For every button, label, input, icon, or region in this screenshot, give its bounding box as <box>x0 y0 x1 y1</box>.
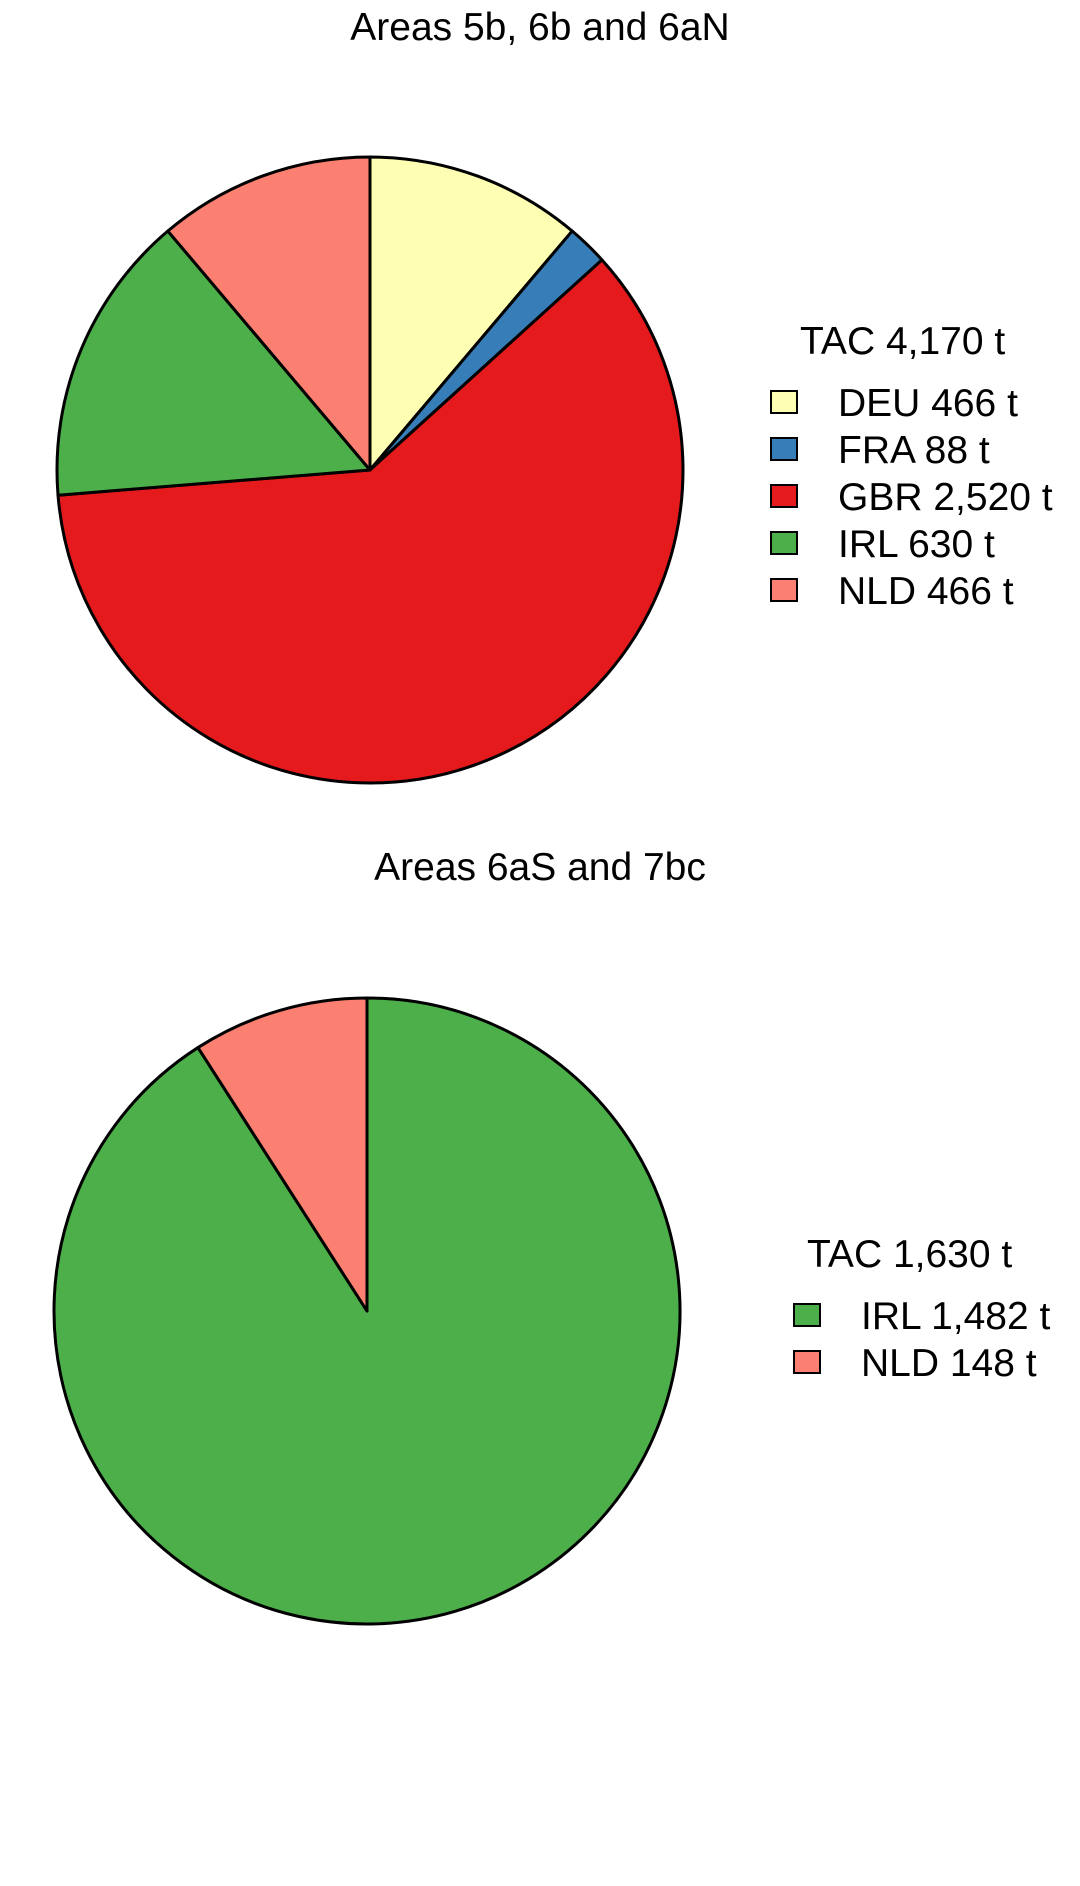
legend-label: IRL 630 t <box>838 523 995 566</box>
legend-label: NLD 466 t <box>838 570 1014 613</box>
pie-slice-gbr <box>56 258 685 785</box>
legend-swatch <box>770 390 798 414</box>
pie-slice-deu <box>368 155 574 472</box>
legend-label: FRA 88 t <box>838 429 990 472</box>
legend-label: GBR 2,520 t <box>838 476 1053 519</box>
legend-swatch <box>770 531 798 555</box>
legend-swatch <box>770 437 798 461</box>
pie-2 <box>52 996 682 1626</box>
pie-1 <box>55 155 685 785</box>
pie-slice-nld <box>166 155 372 472</box>
legend-label: NLD 148 t <box>861 1342 1037 1385</box>
pie-slice-irl <box>55 229 372 497</box>
legend-swatch <box>770 484 798 508</box>
chart-title-1: Areas 5b, 6b and 6aN <box>350 6 730 49</box>
legend-swatch <box>793 1303 821 1327</box>
pie-slice-nld <box>196 996 369 1313</box>
legend-swatch <box>793 1350 821 1374</box>
legend-swatch <box>770 578 798 602</box>
legend-label: IRL 1,482 t <box>861 1295 1051 1338</box>
legend-title: TAC 1,630 t <box>807 1233 1013 1276</box>
legend-title: TAC 4,170 t <box>800 320 1006 363</box>
legend-label: DEU 466 t <box>838 382 1018 425</box>
chart-title-2: Areas 6aS and 7bc <box>374 846 706 889</box>
